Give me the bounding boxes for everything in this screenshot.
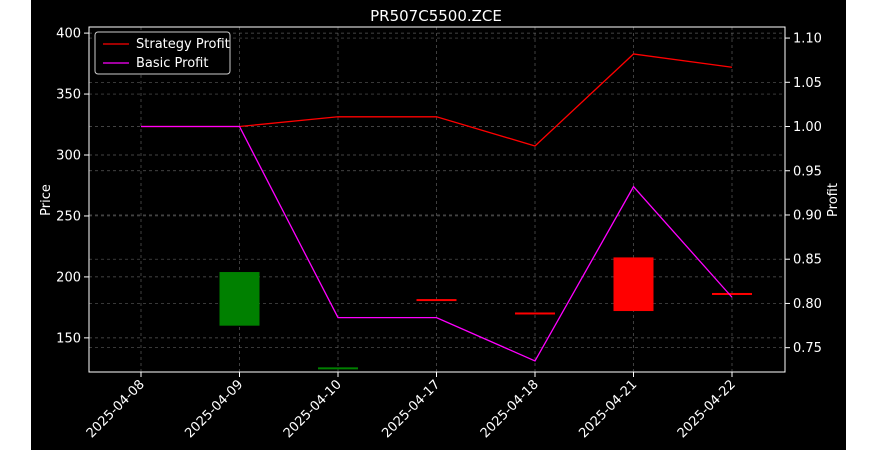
- x-axis-ticks: 2025-04-08 2025-04-09 2025-04-10 2025-04-17…: [84, 372, 739, 441]
- x-tick-label: 2025-04-10: [281, 377, 345, 441]
- y2-tick-label: 0.80: [793, 297, 822, 312]
- price-candle: [318, 367, 358, 370]
- price-candle: [613, 257, 654, 312]
- x-tick-label: 2025-04-17: [379, 377, 443, 441]
- y2-tick-label: 0.90: [793, 208, 822, 223]
- y2-tick-label: 1.10: [793, 32, 822, 47]
- price-candle: [219, 272, 260, 326]
- axes-frame: [88, 26, 786, 373]
- y2-tick-label: 0.85: [793, 253, 822, 268]
- legend-label-strategy: Strategy Profit: [136, 37, 230, 52]
- y-tick-label: 250: [56, 209, 81, 224]
- y2-tick-label: 0.75: [793, 341, 822, 356]
- y2-tick-label: 0.95: [793, 164, 822, 179]
- y-tick-label: 300: [56, 149, 81, 164]
- x-tick-label: 2025-04-08: [84, 377, 148, 441]
- basic-profit-line: [141, 125, 733, 362]
- legend-label-basic: Basic Profit: [136, 56, 208, 71]
- x-tick-label: 2025-04-22: [675, 377, 739, 441]
- legend: Strategy Profit Basic Profit: [94, 31, 231, 75]
- y2-tick-label: 1.00: [793, 120, 822, 135]
- x-tick-label: 2025-04-18: [478, 377, 542, 441]
- grid-lines: [89, 27, 785, 372]
- right-axis-ticks: 0.75 0.80 0.85 0.90 0.95 1.00 1.05 1.10: [785, 32, 822, 356]
- profit-lines: [141, 53, 733, 362]
- chart-title: PR507C5500.ZCE: [370, 7, 502, 25]
- y-axis-label: Price: [39, 184, 54, 216]
- chart-figure: PR507C5500.ZCE 150 200 250 300 350 400 0.75 0.…: [31, 0, 846, 450]
- y-tick-label: 400: [56, 27, 81, 42]
- x-tick-label: 2025-04-09: [182, 377, 246, 441]
- price-candles: [219, 257, 752, 370]
- y2-tick-label: 1.05: [793, 76, 822, 91]
- y-tick-label: 150: [56, 331, 81, 346]
- y2-axis-label: Profit: [826, 183, 841, 217]
- x-tick-label: 2025-04-21: [576, 377, 640, 441]
- left-axis-ticks: 150 200 250 300 350 400: [56, 27, 89, 346]
- price-candle: [515, 312, 555, 315]
- price-candle: [712, 292, 752, 295]
- y-tick-label: 350: [56, 88, 81, 103]
- price-candle: [416, 299, 457, 302]
- y-tick-label: 200: [56, 270, 81, 285]
